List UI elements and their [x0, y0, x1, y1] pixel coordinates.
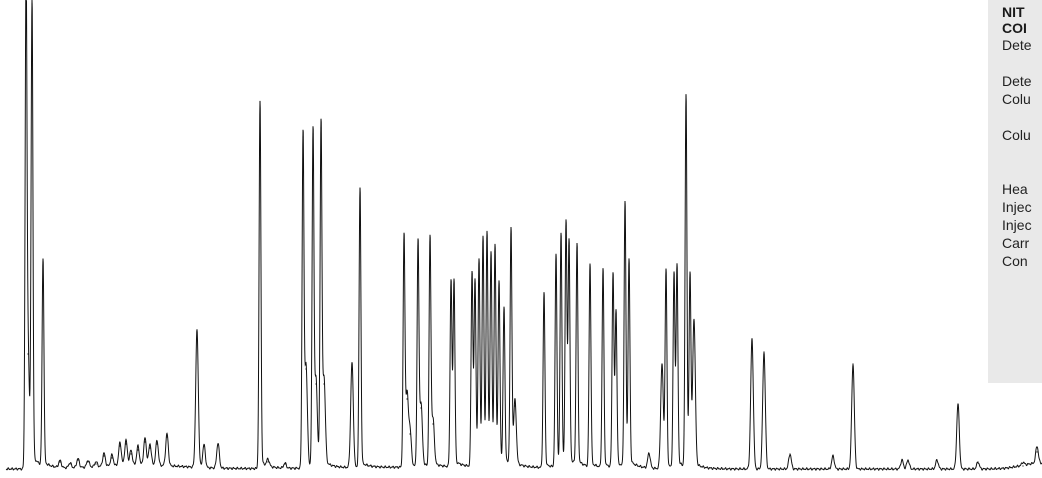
- peak-47: [486, 237, 488, 239]
- condition-carrier: Carr: [1002, 235, 1030, 251]
- peak-67: [661, 363, 663, 365]
- peak-3: [31, 3, 33, 5]
- peak-7: [77, 459, 79, 461]
- peak-32: [351, 363, 353, 365]
- condition-column-2: Colu: [1002, 127, 1031, 143]
- peak-36: [409, 433, 411, 435]
- peak-65: [628, 263, 630, 265]
- peak-82: [957, 403, 959, 405]
- peak-15: [137, 449, 139, 451]
- condition-column: Colu: [1002, 91, 1031, 107]
- peak-73: [693, 323, 695, 325]
- peak-53: [514, 405, 516, 407]
- peak-6: [69, 463, 71, 465]
- peak-49: [494, 251, 496, 253]
- peak-75: [763, 351, 765, 353]
- peak-44: [474, 283, 476, 285]
- peak-56: [560, 235, 562, 237]
- peak-28: [312, 133, 314, 135]
- condition-detector-2: Dete: [1002, 73, 1032, 89]
- peak-77: [832, 455, 834, 457]
- peak-17: [149, 447, 151, 449]
- peak-1: [25, 3, 27, 5]
- condition-injector: Injec: [1002, 217, 1032, 233]
- peak-9: [95, 463, 97, 465]
- peak-83: [977, 461, 979, 463]
- peak-54: [543, 293, 545, 295]
- peak-22: [217, 443, 219, 445]
- peak-70: [676, 268, 678, 270]
- peak-10: [103, 455, 105, 457]
- peak-55: [555, 255, 557, 257]
- peak-13: [125, 443, 127, 445]
- peak-50: [498, 288, 500, 290]
- condition-conditions: Con: [1002, 253, 1028, 269]
- peak-63: [615, 313, 617, 315]
- peak-34: [403, 239, 405, 241]
- peak-37: [417, 245, 419, 247]
- peak-11: [111, 457, 113, 459]
- peak-66: [648, 453, 650, 455]
- peak-23: [259, 101, 261, 103]
- peak-2: [27, 353, 29, 355]
- peak-4: [42, 261, 44, 263]
- peak-61: [602, 269, 604, 271]
- peak-48: [490, 258, 492, 260]
- peak-72: [689, 277, 691, 279]
- peak-45: [478, 263, 480, 265]
- peak-26: [302, 136, 304, 138]
- peak-30: [320, 127, 322, 129]
- peak-69: [673, 273, 675, 275]
- peak-76: [789, 453, 791, 455]
- peak-21: [203, 445, 205, 447]
- peak-5: [59, 461, 61, 463]
- peak-19: [166, 436, 168, 438]
- peak-57: [565, 225, 567, 227]
- peak-12: [119, 445, 121, 447]
- peak-80: [907, 459, 909, 461]
- peak-18: [156, 443, 158, 445]
- peak-20: [196, 331, 198, 333]
- condition-detector: Dete: [1002, 37, 1032, 53]
- chromatogram-trace: [5, 0, 1042, 471]
- peak-41: [450, 281, 452, 283]
- peak-60: [589, 265, 591, 267]
- panel-title-line1: NIT: [1002, 4, 1025, 20]
- peak-62: [612, 273, 614, 275]
- peak-16: [144, 441, 146, 443]
- peak-42: [453, 283, 455, 285]
- condition-headspace: Hea: [1002, 181, 1028, 197]
- peak-43: [471, 273, 473, 275]
- peak-78: [852, 363, 854, 365]
- condition-injection: Injec: [1002, 199, 1032, 215]
- peak-64: [624, 203, 626, 205]
- conditions-panel: NIT COI Dete Dete Colu Colu Hea Injec In…: [988, 0, 1042, 383]
- peak-38: [420, 407, 422, 409]
- peak-74: [751, 338, 753, 340]
- peak-14: [130, 453, 132, 455]
- peak-59: [576, 247, 578, 249]
- peak-52: [510, 233, 512, 235]
- peak-71: [685, 95, 687, 97]
- peak-8: [87, 461, 89, 463]
- peak-39: [429, 241, 431, 243]
- peak-46: [482, 241, 484, 243]
- peak-35: [406, 398, 408, 400]
- peak-51: [503, 313, 505, 315]
- peak-58: [568, 245, 570, 247]
- peak-27: [305, 368, 307, 370]
- peak-25: [284, 463, 286, 465]
- peak-29: [315, 383, 317, 385]
- panel-title-line2: COI: [1002, 20, 1027, 36]
- peak-40: [432, 423, 434, 425]
- peak-85: [1036, 451, 1038, 453]
- peak-84: [1022, 465, 1024, 467]
- peak-31: [323, 383, 325, 385]
- peak-24: [267, 461, 269, 463]
- peak-79: [901, 459, 903, 461]
- peak-81: [936, 459, 938, 461]
- peak-68: [665, 269, 667, 271]
- peak-33: [359, 188, 361, 190]
